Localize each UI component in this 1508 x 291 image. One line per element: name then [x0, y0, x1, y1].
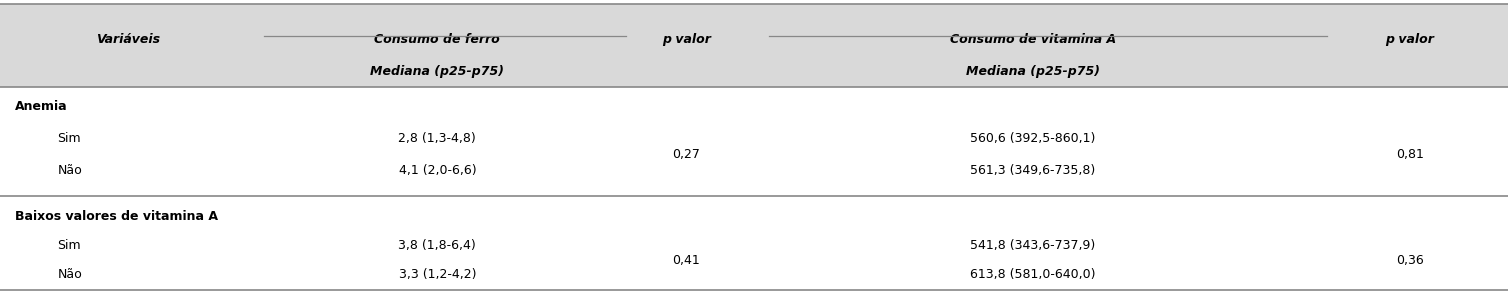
Text: Variáveis: Variáveis: [97, 33, 160, 46]
Text: Consumo de vitamina A: Consumo de vitamina A: [950, 33, 1116, 46]
Text: 613,8 (581,0-640,0): 613,8 (581,0-640,0): [970, 269, 1096, 281]
Text: 0,36: 0,36: [1396, 254, 1424, 267]
Text: Não: Não: [57, 164, 81, 177]
Text: Baixos valores de vitamina A: Baixos valores de vitamina A: [15, 210, 219, 223]
FancyBboxPatch shape: [0, 4, 1508, 87]
Text: p valor: p valor: [662, 33, 710, 46]
Text: 0,27: 0,27: [673, 148, 700, 161]
Text: 561,3 (349,6-735,8): 561,3 (349,6-735,8): [970, 164, 1096, 177]
Text: 4,1 (2,0-6,6): 4,1 (2,0-6,6): [398, 164, 477, 177]
Text: Não: Não: [57, 269, 81, 281]
Text: Sim: Sim: [57, 239, 81, 252]
Text: Mediana (p25-p75): Mediana (p25-p75): [371, 65, 504, 78]
Text: Anemia: Anemia: [15, 100, 68, 113]
Text: Mediana (p25-p75): Mediana (p25-p75): [967, 65, 1099, 78]
Text: 560,6 (392,5-860,1): 560,6 (392,5-860,1): [970, 132, 1096, 145]
Text: Sim: Sim: [57, 132, 81, 145]
Text: Consumo de ferro: Consumo de ferro: [374, 33, 501, 46]
Text: 2,8 (1,3-4,8): 2,8 (1,3-4,8): [398, 132, 477, 145]
Text: 0,41: 0,41: [673, 254, 700, 267]
Text: 541,8 (343,6-737,9): 541,8 (343,6-737,9): [970, 239, 1096, 252]
Text: p valor: p valor: [1386, 33, 1434, 46]
Text: 0,81: 0,81: [1396, 148, 1424, 161]
Text: 3,8 (1,8-6,4): 3,8 (1,8-6,4): [398, 239, 477, 252]
Text: 3,3 (1,2-4,2): 3,3 (1,2-4,2): [398, 269, 477, 281]
